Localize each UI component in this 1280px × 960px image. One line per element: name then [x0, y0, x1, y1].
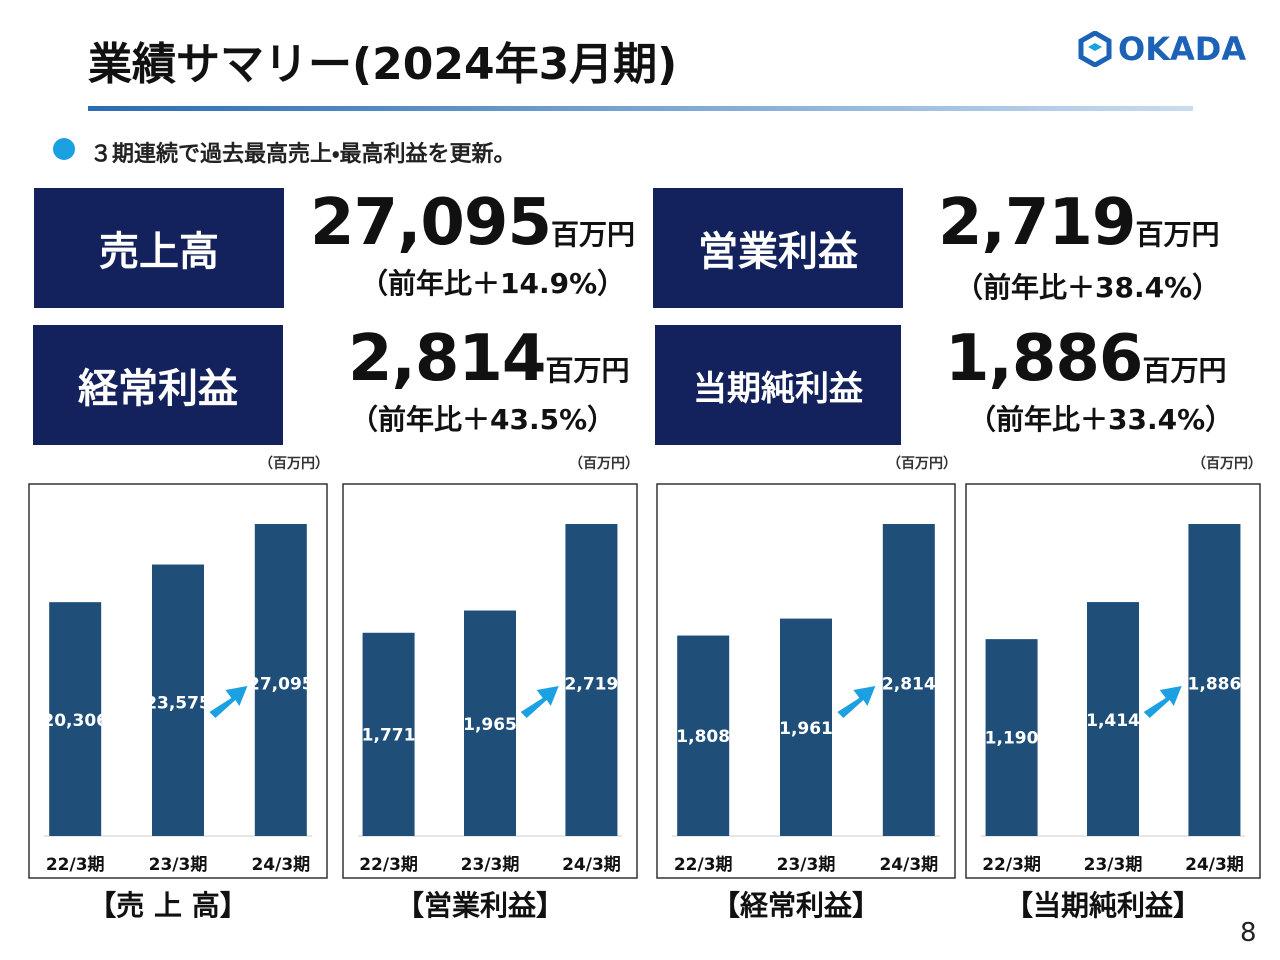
- kpi-value: 27,095百万円: [310, 186, 635, 260]
- chart-frame: [965, 483, 1261, 879]
- x-tick-label: 24/3期: [879, 855, 938, 875]
- chart-caption: 【売 上 高】: [88, 889, 248, 922]
- kpi-number: 2,719: [938, 186, 1136, 260]
- value-label: 2,814: [882, 674, 936, 694]
- x-tick-label: 24/3期: [251, 855, 310, 875]
- value-label: 1,965: [463, 715, 517, 735]
- kpi-label: 当期純利益: [655, 325, 901, 445]
- kpi-unit: 百万円: [1135, 218, 1220, 251]
- kpi-unit: 百万円: [550, 218, 635, 251]
- kpi-number: 2,814: [348, 322, 546, 396]
- unit-label: （百万円）: [1192, 456, 1262, 472]
- chart-frame: [656, 483, 956, 879]
- logo: OKADA: [1078, 30, 1246, 68]
- kpi-value: 2,814百万円: [348, 322, 629, 396]
- bullet-dot: [53, 138, 75, 160]
- kpi-value: 1,886百万円: [945, 322, 1226, 396]
- bar: [882, 524, 935, 836]
- kpi-unit: 百万円: [1142, 354, 1227, 387]
- x-tick-label: 22/3期: [46, 855, 105, 875]
- kpi-change: （前年比＋14.9%）: [360, 267, 626, 300]
- chart-caption: 【営業利益】: [396, 889, 564, 922]
- page-number: 8: [1240, 918, 1257, 948]
- growth-arrow: [209, 686, 248, 718]
- bar: [152, 564, 204, 836]
- bar: [565, 524, 618, 836]
- logo-text: OKADA: [1118, 30, 1247, 68]
- value-label: 23,575: [145, 693, 211, 713]
- value-label: 1,961: [779, 719, 833, 739]
- kpi-label: 経常利益: [33, 325, 283, 445]
- x-tick-label: 22/3期: [982, 855, 1041, 875]
- bar: [985, 639, 1038, 836]
- logo-icon: [1078, 31, 1112, 67]
- x-tick-label: 23/3期: [149, 855, 208, 875]
- x-tick-label: 24/3期: [1185, 855, 1244, 875]
- kpi-unit: 百万円: [545, 354, 630, 387]
- bar: [677, 635, 730, 836]
- bar: [780, 618, 832, 836]
- value-label: 27,095: [248, 674, 314, 694]
- chart-frame: [28, 483, 328, 879]
- x-tick-label: 22/3期: [359, 855, 418, 875]
- x-tick-label: 23/3期: [1084, 855, 1143, 875]
- kpi-number: 27,095: [310, 186, 552, 260]
- bullet-text: ３期連続で過去最高売上・最高利益を更新。: [90, 142, 516, 167]
- bar: [1087, 602, 1139, 836]
- value-label: 20,306: [42, 711, 108, 731]
- kpi-number: 1,886: [945, 322, 1143, 396]
- value-label: 1,771: [362, 725, 416, 745]
- chart-caption: 【当期純利益】: [1005, 889, 1201, 922]
- growth-arrow: [520, 686, 559, 718]
- unit-label: （百万円）: [887, 456, 957, 472]
- kpi-change: （前年比＋43.5%）: [350, 403, 616, 436]
- unit-label: （百万円）: [569, 456, 639, 472]
- value-label: 1,886: [1188, 674, 1242, 694]
- kpi-value: 2,719百万円: [938, 186, 1219, 260]
- unit-label: （百万円）: [259, 456, 329, 472]
- growth-arrow: [837, 686, 876, 718]
- value-label: 2,719: [565, 674, 619, 694]
- x-tick-label: 23/3期: [461, 855, 520, 875]
- bar: [362, 632, 415, 836]
- value-label: 1,808: [676, 727, 730, 747]
- bar: [1188, 524, 1241, 836]
- bar: [254, 524, 307, 836]
- x-tick-label: 24/3期: [562, 855, 621, 875]
- chart-caption: 【経常利益】: [712, 889, 880, 922]
- kpi-change: （前年比＋33.4%）: [968, 403, 1234, 436]
- growth-arrow: [1143, 686, 1182, 718]
- value-label: 1,414: [1086, 711, 1140, 731]
- value-label: 1,190: [985, 728, 1039, 748]
- x-tick-label: 22/3期: [674, 855, 733, 875]
- bar: [464, 610, 516, 836]
- chart-frame: [342, 483, 638, 879]
- bar: [49, 602, 102, 836]
- title-rule: [88, 106, 1193, 111]
- kpi-label: 売上高: [34, 188, 284, 308]
- x-tick-label: 23/3期: [777, 855, 836, 875]
- kpi-change: （前年比＋38.4%）: [955, 271, 1221, 304]
- kpi-label: 営業利益: [653, 188, 903, 308]
- title: 業績サマリー(2024年3月期): [88, 39, 678, 90]
